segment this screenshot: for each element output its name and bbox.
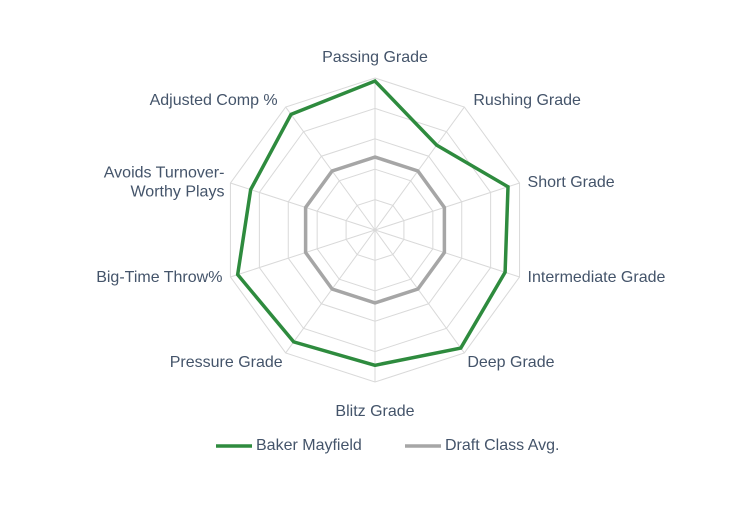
grid-spoke [374,229,520,278]
axis-label-intermediate-grade: Intermediate Grade [528,269,666,286]
radar-grid [229,77,521,383]
series-line-draft-class-avg [303,155,447,305]
grid-spoke [374,106,465,231]
legend: Baker Mayfield Draft Class Avg. [216,437,559,454]
grid-spoke [374,229,465,354]
axis-label-rushing-grade: Rushing Grade [473,92,581,109]
axis-label-avoids-turnover-worthy-plays: Avoids Turnover-Worthy Plays [104,165,225,201]
grid-spoke [285,106,376,231]
axis-label-pressure-grade: Pressure Grade [170,354,283,371]
axis-label-adjusted-comp: Adjusted Comp % [150,92,278,109]
legend-label-baker-mayfield: Baker Mayfield [256,437,362,454]
grid-spoke [230,182,376,231]
axis-label-blitz-grade: Blitz Grade [335,403,414,420]
axis-label-deep-grade: Deep Grade [467,354,554,371]
grid-spoke [285,229,376,354]
axis-label-big-time-throw: Big-Time Throw% [96,269,222,286]
grid-spoke [374,182,520,231]
axis-label-passing-grade: Passing Grade [322,49,428,66]
series-line-baker-mayfield [235,78,510,368]
legend-label-draft-class-avg: Draft Class Avg. [445,437,559,454]
radar-series [235,78,510,368]
axis-label-short-grade: Short Grade [528,174,615,191]
grid-spoke [230,229,376,278]
axis-labels: Passing Grade Rushing Grade Short Grade Int… [96,49,665,420]
